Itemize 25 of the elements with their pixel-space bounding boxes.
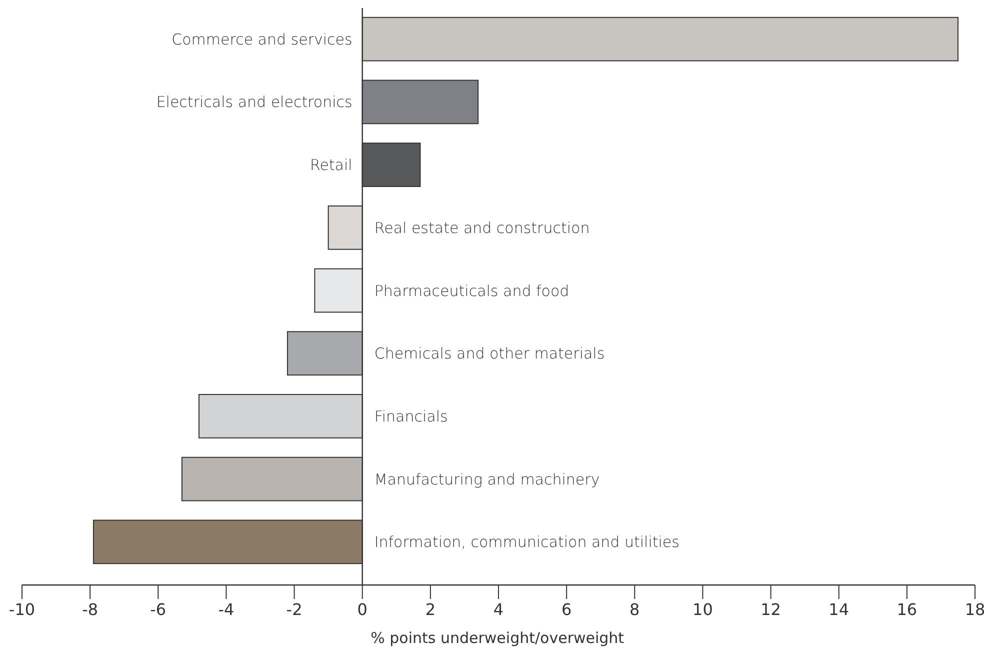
x-tick-label: -8 — [82, 600, 98, 619]
x-tick-label: 0 — [357, 600, 368, 619]
x-tick-label: 12 — [760, 600, 781, 619]
x-tick-label: -2 — [286, 600, 302, 619]
x-tick-label: 14 — [828, 600, 850, 619]
y-tick-label: Retail — [310, 156, 352, 174]
x-tick-label: 6 — [561, 600, 572, 619]
y-tick-label: Pharmaceuticals and food — [374, 282, 570, 300]
x-tick-label: 8 — [630, 600, 640, 619]
x-tick-label: -10 — [8, 600, 36, 619]
x-tick-label: -6 — [150, 600, 166, 619]
x-tick-label: 18 — [964, 600, 984, 619]
y-tick-label: Electricals and electronics — [156, 93, 352, 112]
y-tick-label: Chemicals and other materials — [374, 344, 605, 363]
y-tick-label: Financials — [374, 407, 448, 426]
x-tick-label: -4 — [218, 600, 234, 619]
x-tick-label: 2 — [425, 600, 436, 619]
x-axis-title: % points underweight/overweight — [370, 629, 624, 647]
x-tick-label: 4 — [493, 600, 504, 619]
x-tick-label: 10 — [692, 600, 713, 619]
y-tick-label: Real estate and construction — [374, 218, 590, 237]
x-tick-label: 16 — [896, 600, 918, 619]
y-tick-label: Information, communication and utilities — [374, 533, 680, 552]
y-tick-label: Manufacturing and machinery — [374, 470, 600, 488]
y-tick-label: Commerce and services — [172, 30, 352, 48]
